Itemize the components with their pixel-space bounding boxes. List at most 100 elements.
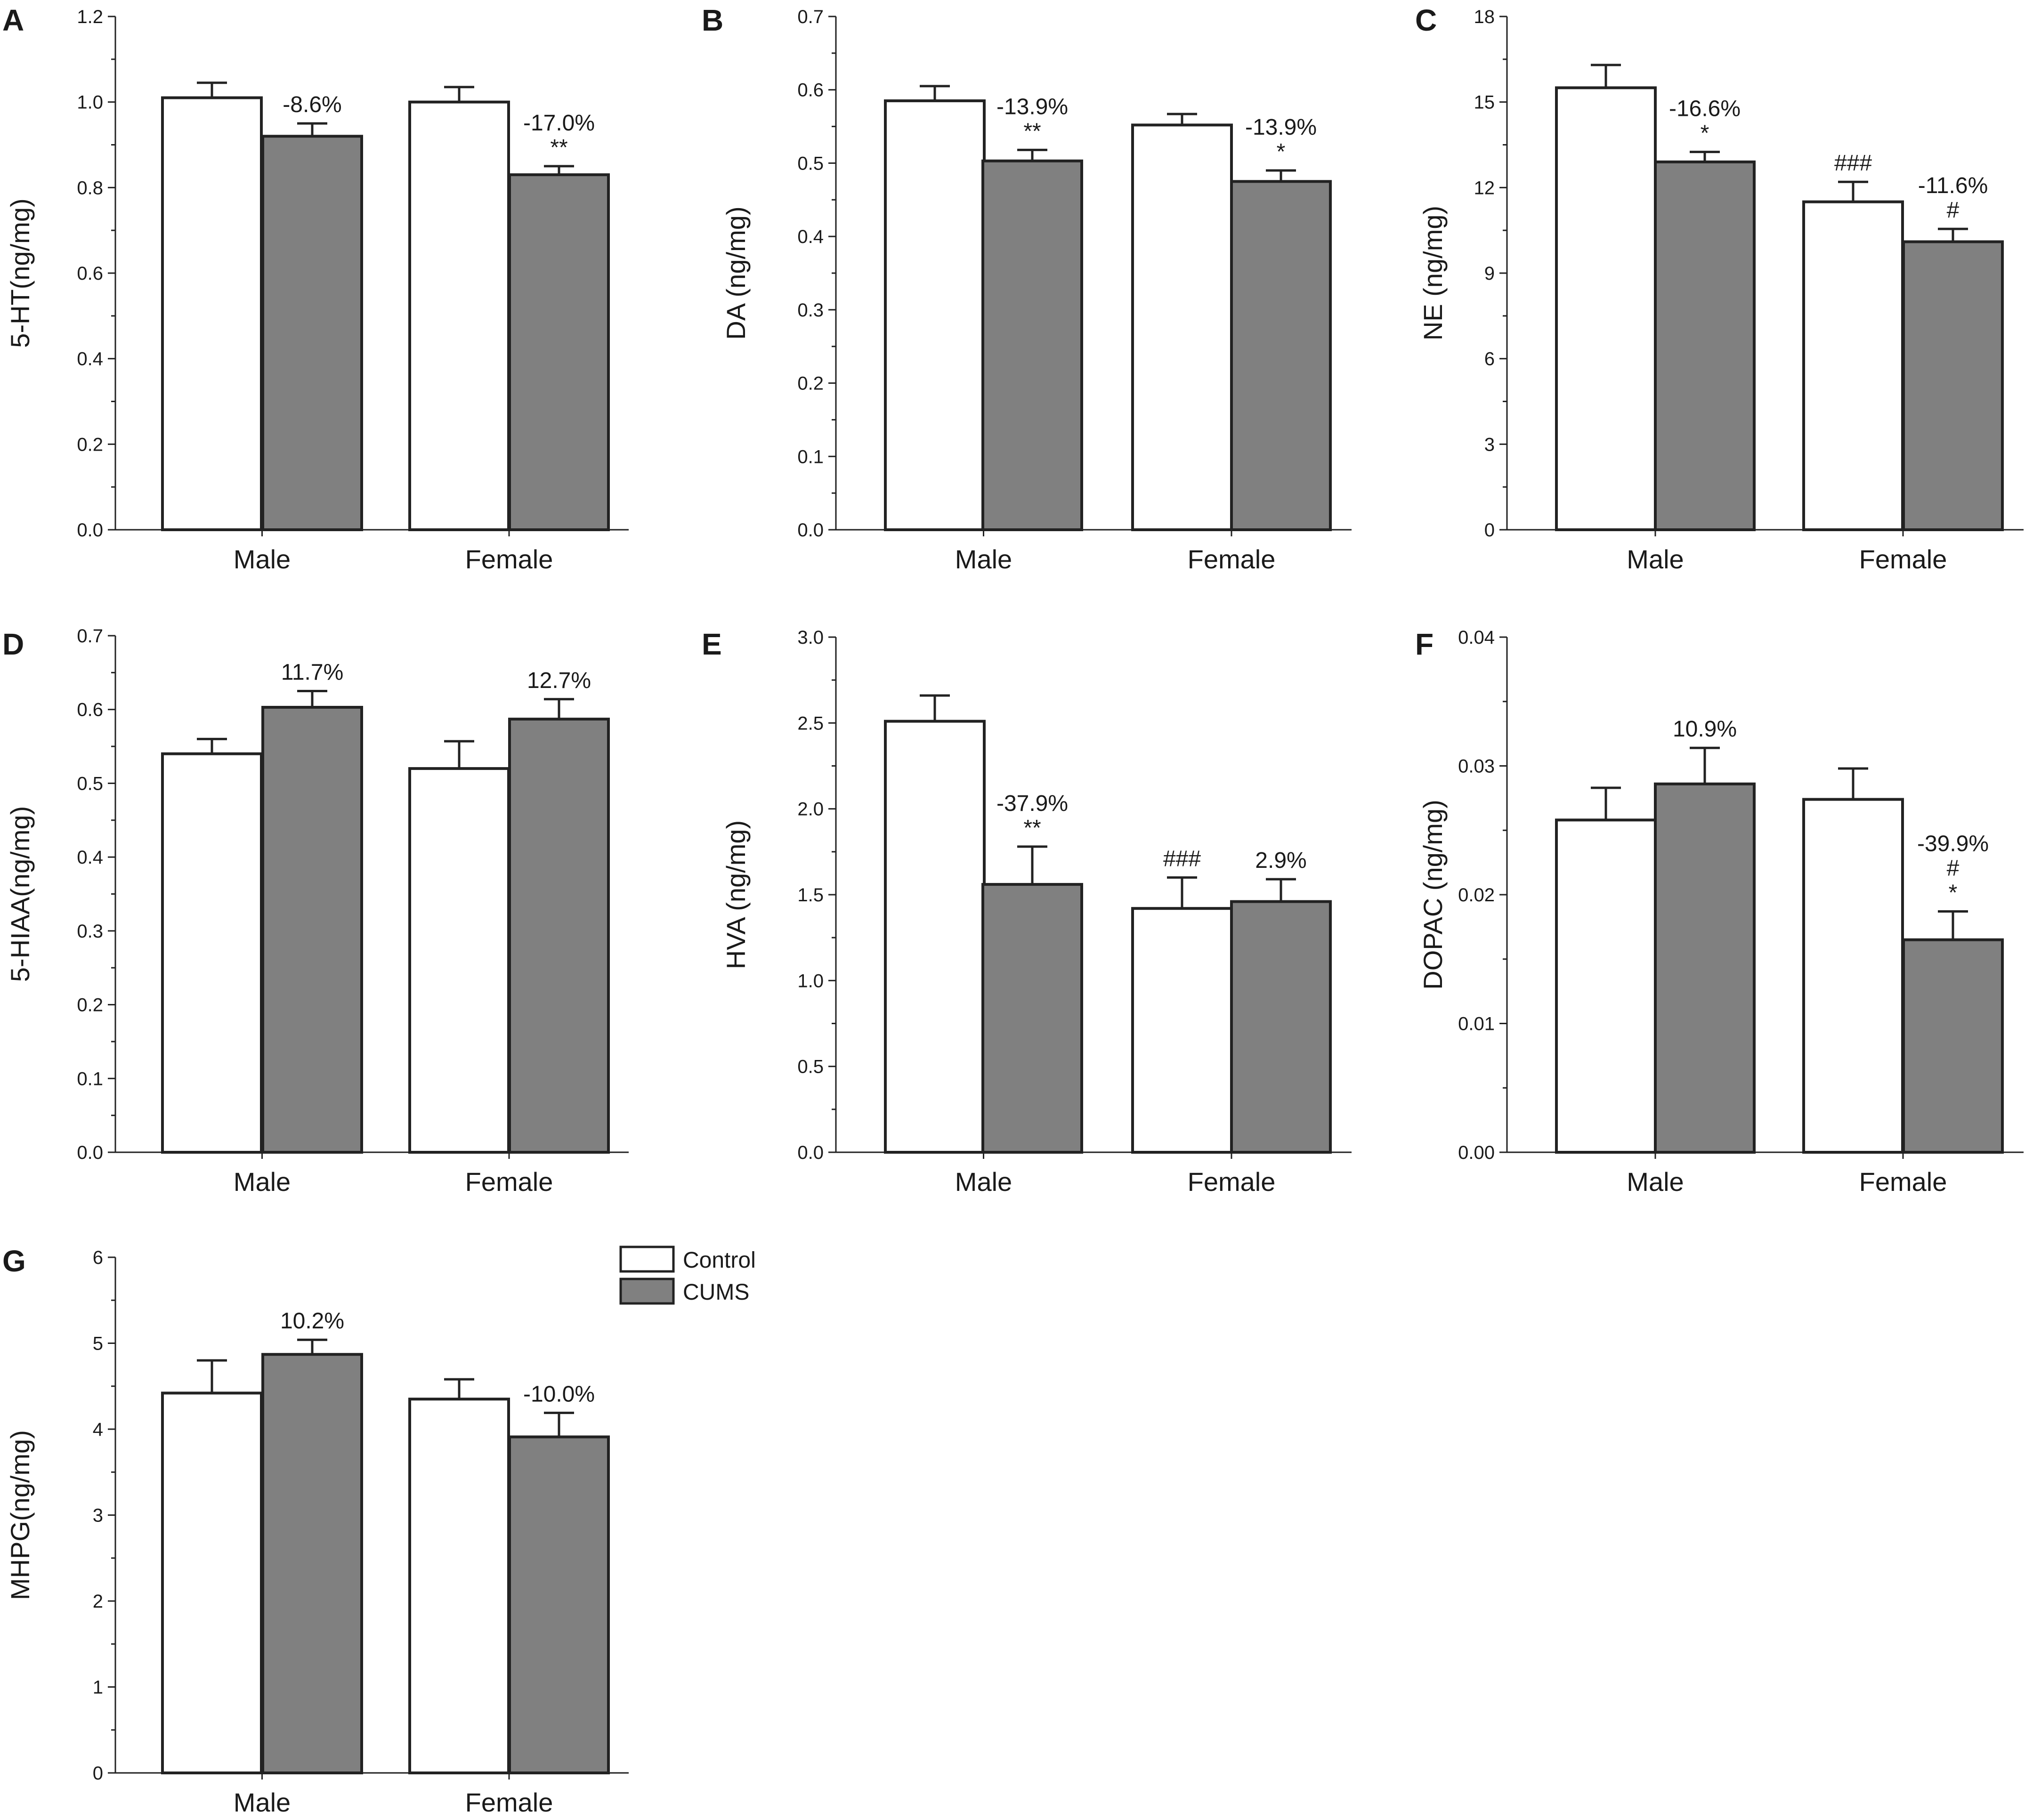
annotation-label: # [1947, 198, 1960, 223]
annotation-label: * [1277, 139, 1286, 164]
y-tick-label: 3 [93, 1505, 103, 1526]
bar-cums-male [261, 706, 363, 1154]
bar-cums-female [508, 1435, 610, 1775]
y-tick-label: 12 [1474, 178, 1495, 198]
annotation-label: -8.6% [283, 92, 341, 117]
panel-f: F 0.00 0.01 0.02 0.03 0.04 DOPAC (ng/mg) Male Fe… [1415, 627, 2024, 1197]
y-tick-label: 0.7 [797, 7, 824, 27]
y-tick-label: 0.8 [77, 178, 103, 198]
bar-control-male [884, 720, 986, 1154]
panel-b: B 0.0 0.1 0.2 0.3 0.4 0.5 0.6 0.7 DA (ng/mg) Male F… [702, 3, 1352, 574]
y-tick-label: 0.2 [77, 434, 103, 455]
bar-cums-female [1902, 938, 2004, 1154]
y-tick-label: 0 [93, 1763, 103, 1784]
legend-swatch-cums [619, 1278, 675, 1305]
bar-cums-male [261, 135, 363, 532]
y-axis-label: HVA (ng/mg) [721, 820, 751, 969]
annotation-label: 10.9% [1673, 717, 1737, 742]
y-tick-label: 0.6 [797, 80, 824, 101]
panel-letter: G [2, 1244, 26, 1278]
y-tick-label: 2.0 [797, 799, 824, 820]
bar-cums-male [1654, 160, 1756, 532]
annotation-label: ** [550, 135, 567, 160]
y-tick-label: 0.4 [797, 226, 824, 247]
annotation-label: * [1701, 121, 1709, 146]
y-tick-label: 0.5 [77, 773, 103, 794]
y-tick-label: 0 [1484, 520, 1495, 541]
category-label: Female [465, 544, 553, 574]
y-tick-label: 0.7 [77, 626, 103, 647]
y-tick-label: 3.0 [797, 627, 824, 648]
annotation-label: ### [1834, 151, 1872, 176]
y-tick-label: 0.5 [797, 153, 824, 174]
y-tick-label: 15 [1474, 92, 1495, 113]
y-tick-label: 0.1 [77, 1068, 103, 1089]
category-label: Male [234, 1788, 291, 1817]
category-label: Male [955, 1167, 1012, 1197]
bar-control-female [1131, 123, 1233, 531]
bar-cums-female [508, 718, 610, 1154]
bar-control-female [408, 767, 510, 1154]
category-label: Male [234, 1167, 291, 1197]
annotation-label: # [1947, 856, 1960, 881]
category-label: Female [465, 1788, 553, 1817]
bar-cums-male [1654, 782, 1756, 1154]
y-tick-label: 1.5 [797, 885, 824, 906]
y-tick-label: 0.2 [77, 995, 103, 1016]
bar-cums-male [981, 159, 1083, 531]
bar-control-female [1802, 200, 1904, 532]
y-tick-label: 0.5 [797, 1057, 824, 1077]
y-tick-label: 0.1 [797, 446, 824, 467]
y-axis-label: NE (ng/mg) [1418, 206, 1448, 340]
y-tick-label: 0.01 [1458, 1014, 1495, 1035]
y-tick-label: 4 [93, 1419, 103, 1440]
y-tick-label: 1.0 [797, 971, 824, 991]
y-tick-label: 0.00 [1458, 1142, 1495, 1163]
y-axis-label: DA (ng/mg) [721, 206, 751, 340]
annotation-label: ** [1023, 119, 1041, 144]
y-tick-label: 0.0 [797, 520, 824, 541]
annotation-label: -16.6% [1669, 97, 1741, 121]
annotation-label: -39.9% [1917, 832, 1989, 857]
panel-letter: A [2, 3, 24, 37]
y-axis-label: 5-HIAA(ng/mg) [5, 806, 35, 982]
panels: A 0.0 0.2 0.4 0.6 0.8 1.0 1.2 5-HT(ng/mg) Male Fem… [2, 3, 2024, 1817]
y-tick-label: 6 [93, 1247, 103, 1268]
y-tick-label: 6 [1484, 349, 1495, 370]
category-label: Male [1627, 1167, 1684, 1197]
y-tick-label: 0.03 [1458, 756, 1495, 777]
y-tick-label: 1 [93, 1677, 103, 1698]
bar-control-female [408, 1398, 510, 1774]
bar-control-female [1802, 798, 1904, 1154]
legend-swatch-control [619, 1246, 675, 1273]
annotation-label: ### [1163, 847, 1201, 872]
category-label: Male [1627, 544, 1684, 574]
bar-cums-male [261, 1353, 363, 1775]
annotation-label: -17.0% [523, 111, 595, 136]
category-label: Female [1859, 1167, 1947, 1197]
y-tick-label: 0.6 [77, 263, 103, 284]
panel-letter: D [2, 627, 24, 661]
y-tick-label: 0.0 [77, 520, 103, 541]
panel-letter: B [702, 3, 723, 37]
bar-control-male [161, 1391, 263, 1775]
bar-cums-male [981, 883, 1083, 1154]
y-tick-label: 0.4 [77, 847, 103, 868]
y-tick-label: 0.4 [77, 349, 103, 370]
bar-control-female [408, 100, 510, 531]
y-tick-label: 5 [93, 1334, 103, 1354]
panel-e: E 0.0 0.5 1.0 1.5 2.0 2.5 3.0 HVA (ng/mg) Male Fem… [702, 627, 1352, 1197]
bar-control-male [1555, 86, 1657, 531]
category-label: Female [465, 1167, 553, 1197]
bar-cums-female [1902, 240, 2004, 531]
y-tick-label: 2 [93, 1591, 103, 1612]
panel-letter: C [1415, 3, 1437, 37]
y-tick-label: 0.3 [77, 921, 103, 942]
bar-control-female [1131, 907, 1233, 1154]
annotation-label: 10.2% [280, 1309, 344, 1334]
y-tick-label: 0.2 [797, 373, 824, 394]
annotation-label: -13.9% [1245, 115, 1317, 140]
category-label: Female [1188, 544, 1276, 574]
